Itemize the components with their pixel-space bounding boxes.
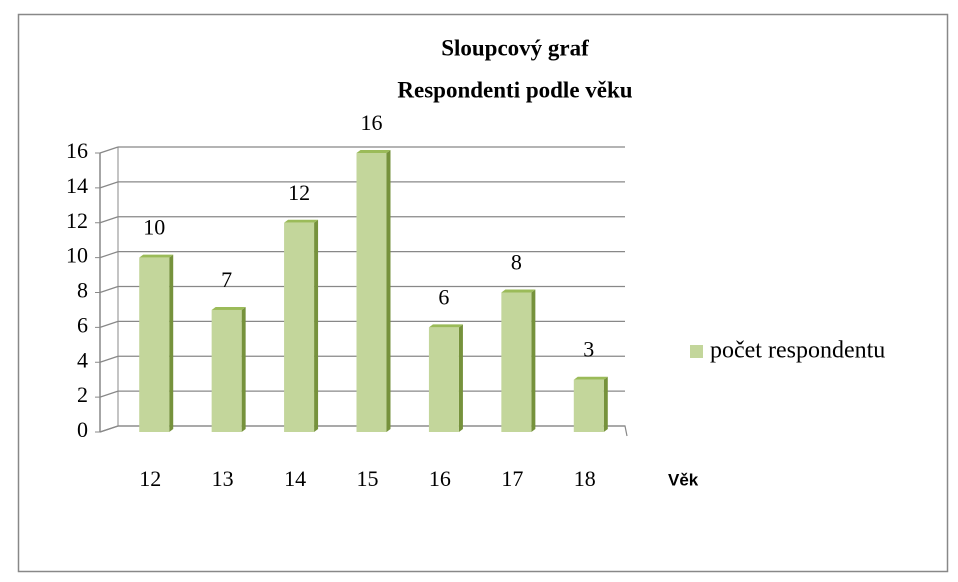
y-tick-label: 2: [77, 382, 88, 407]
bar: [573, 379, 604, 432]
bar-top: [573, 376, 608, 380]
grid-line-side: [99, 390, 119, 398]
data-label: 3: [583, 337, 594, 362]
bar-top: [211, 306, 246, 310]
x-tick-label: 17: [501, 466, 523, 491]
bar-top: [139, 254, 174, 258]
data-label: 10: [143, 215, 165, 240]
data-label: 12: [288, 180, 310, 205]
bar-side: [531, 289, 536, 432]
y-tick-label: 10: [66, 243, 88, 268]
chart-title: Sloupcový graf: [441, 35, 589, 60]
x-tick-label: 13: [212, 466, 234, 491]
data-label: 8: [511, 250, 522, 275]
bar: [501, 292, 532, 432]
chart-border: [17, 13, 949, 573]
x-tick-label: 14: [284, 466, 306, 491]
bar: [211, 309, 242, 432]
grid-line-side: [99, 355, 119, 363]
y-tick-label: 12: [66, 208, 88, 233]
bar: [428, 327, 459, 432]
bar-side: [314, 219, 319, 432]
data-label: 6: [438, 284, 449, 309]
chart-subtitle: Respondenti podle věku: [397, 77, 632, 102]
grid-line-side: [99, 216, 119, 224]
data-label: 16: [361, 110, 383, 135]
y-tick-label: 8: [77, 278, 88, 303]
grid-line-side: [99, 181, 119, 189]
y-tick-label: 16: [66, 138, 88, 163]
legend-label: počet respondentu: [710, 338, 885, 364]
grid-line-side: [99, 146, 119, 154]
bar: [139, 257, 170, 432]
bar-side: [386, 150, 391, 432]
bar-side: [458, 324, 463, 432]
bar-top: [501, 289, 536, 293]
y-tick-label: 6: [77, 312, 88, 337]
bar-side: [241, 306, 246, 432]
grid-line-side: [99, 251, 119, 259]
x-tick-label: 12: [139, 466, 161, 491]
x-tick-label: 15: [357, 466, 379, 491]
grid-line-side: [99, 320, 119, 328]
y-tick-label: 14: [66, 173, 88, 198]
bar-top: [356, 150, 391, 153]
bar-side: [169, 254, 174, 432]
y-tick-label: 4: [77, 347, 88, 372]
bar: [284, 222, 315, 432]
grid-line-side: [99, 285, 119, 294]
x-tick-label: 16: [429, 466, 451, 491]
bar-top: [284, 219, 319, 223]
data-label: 7: [221, 267, 232, 292]
x-axis-label: Věk: [668, 470, 699, 489]
bar-side: [603, 376, 608, 432]
bar-top: [428, 324, 463, 328]
legend-swatch: [690, 345, 703, 358]
bar: [356, 153, 387, 432]
y-tick-label: 0: [77, 417, 88, 442]
x-tick-label: 18: [574, 466, 596, 491]
